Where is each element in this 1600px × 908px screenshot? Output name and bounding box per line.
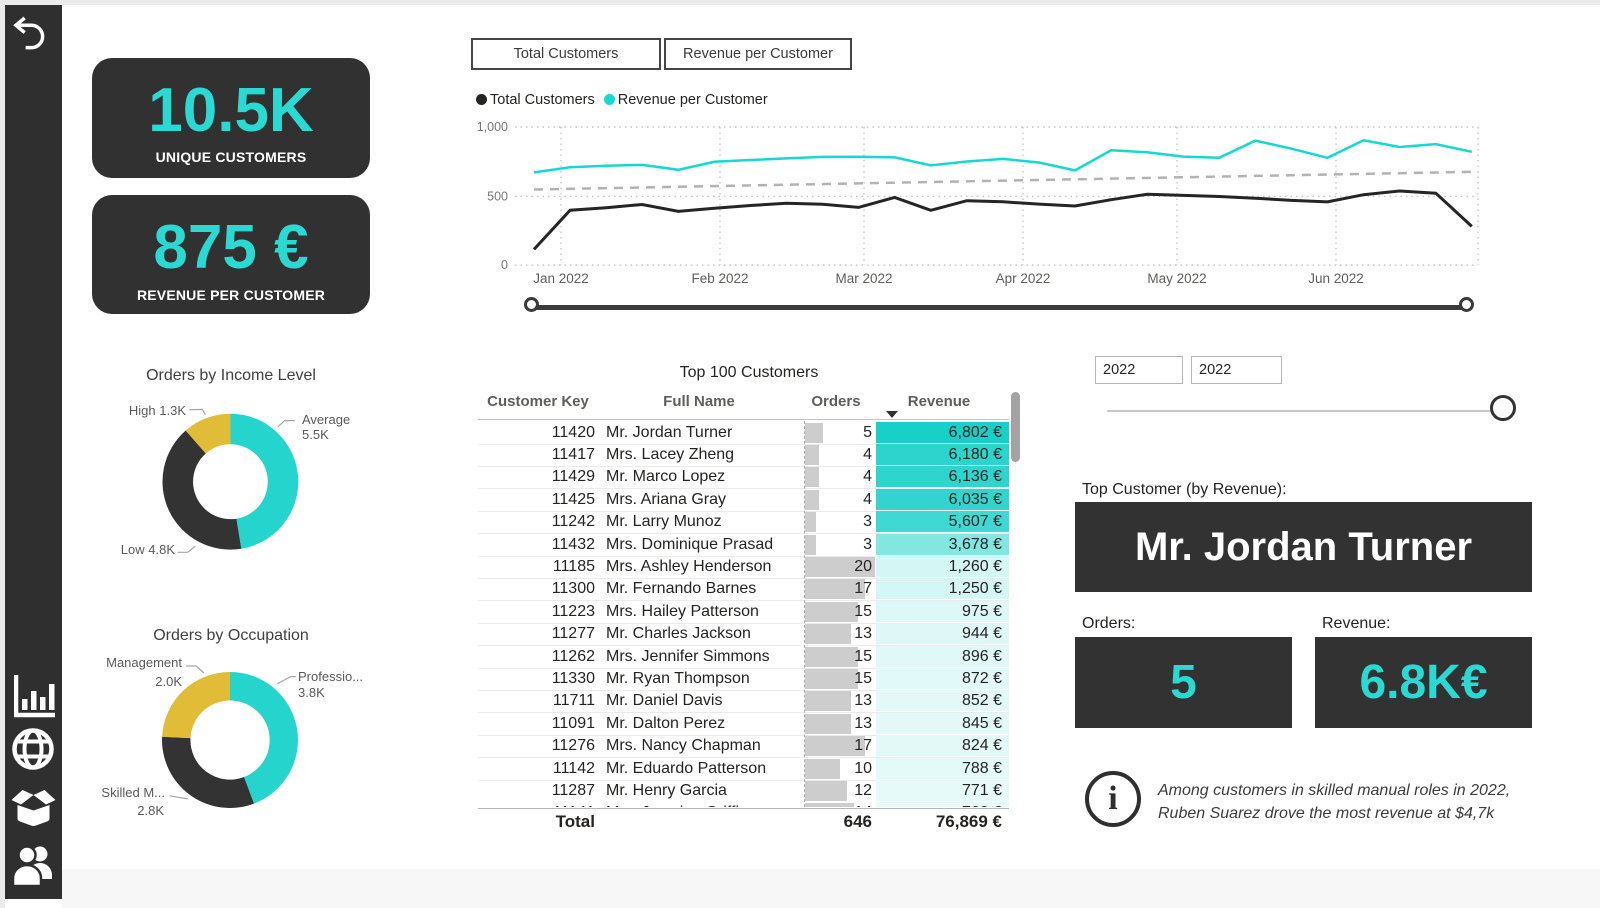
svg-text:May 2022: May 2022: [1147, 271, 1206, 286]
svg-text:1,000: 1,000: [477, 120, 508, 134]
svg-text:Feb 2022: Feb 2022: [691, 271, 748, 286]
svg-text:500: 500: [487, 189, 508, 203]
svg-text:Jun 2022: Jun 2022: [1308, 271, 1364, 286]
svg-text:0: 0: [501, 258, 508, 272]
svg-text:Mar 2022: Mar 2022: [835, 271, 892, 286]
svg-text:Apr 2022: Apr 2022: [996, 271, 1051, 286]
svg-text:Jan 2022: Jan 2022: [533, 271, 589, 286]
